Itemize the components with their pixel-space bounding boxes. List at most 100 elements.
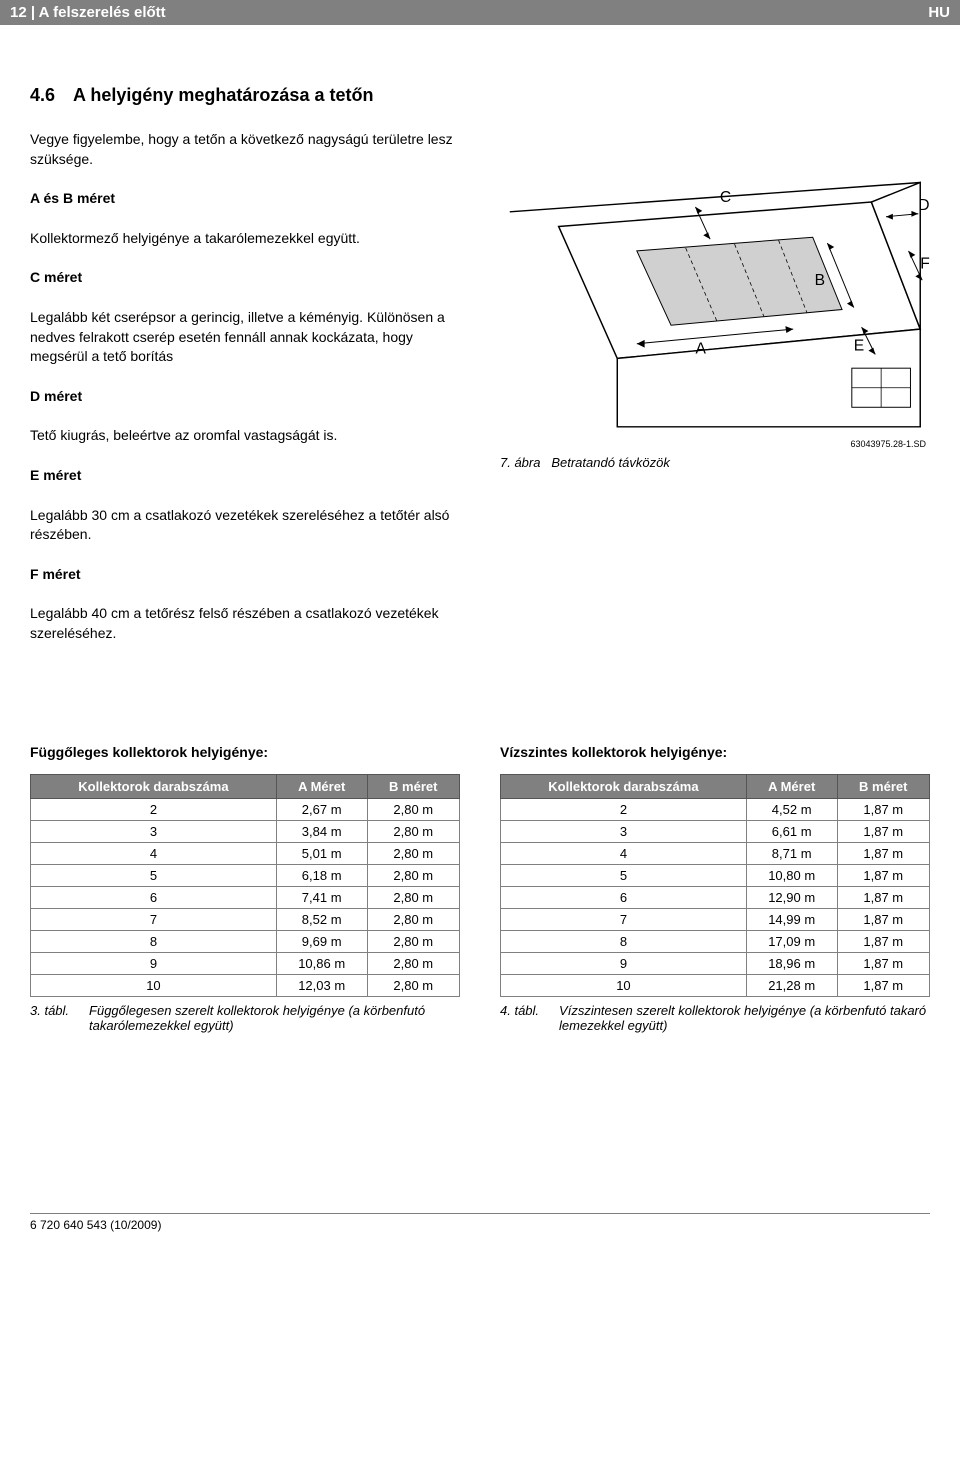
table-cell: 17,09 m xyxy=(746,930,837,952)
ab-text: Kollektormező helyigénye a takarólemezek… xyxy=(30,229,460,249)
figure-caption: 7. ábra Betratandó távközök xyxy=(500,455,930,470)
table-cell: 6,18 m xyxy=(276,864,367,886)
table1-caption-num: 3. tábl. xyxy=(30,1003,69,1033)
table-row: 817,09 m1,87 m xyxy=(501,930,930,952)
table-cell: 8 xyxy=(501,930,747,952)
table-cell: 3 xyxy=(31,820,277,842)
table-cell: 4,52 m xyxy=(746,798,837,820)
table-row: 48,71 m1,87 m xyxy=(501,842,930,864)
label-d: D xyxy=(918,197,929,214)
label-c: C xyxy=(720,189,731,206)
table-row: 24,52 m1,87 m xyxy=(501,798,930,820)
table-cell: 1,87 m xyxy=(837,974,930,996)
table-cell: 1,87 m xyxy=(837,820,930,842)
table-cell: 2,80 m xyxy=(367,952,460,974)
table-cell: 10,80 m xyxy=(746,864,837,886)
table-row: 918,96 m1,87 m xyxy=(501,952,930,974)
table-vertical: Függőleges kollektorok helyigénye: Kolle… xyxy=(30,744,460,1033)
table-cell: 6 xyxy=(31,886,277,908)
d-title: D méret xyxy=(30,387,460,407)
table-cell: 2,80 m xyxy=(367,820,460,842)
f-text: Legalább 40 cm a tetőrész felső részében… xyxy=(30,604,460,643)
label-a: A xyxy=(695,341,706,358)
table-cell: 10,86 m xyxy=(276,952,367,974)
label-b: B xyxy=(815,272,825,289)
table-row: 45,01 m2,80 m xyxy=(31,842,460,864)
table-row: 36,61 m1,87 m xyxy=(501,820,930,842)
table1-col2: A Méret xyxy=(276,774,367,798)
table-cell: 2,80 m xyxy=(367,974,460,996)
table-cell: 2,80 m xyxy=(367,930,460,952)
table-cell: 4 xyxy=(31,842,277,864)
label-f: F xyxy=(920,256,930,273)
table2-col1: Kollektorok darabszáma xyxy=(501,774,747,798)
table-cell: 12,90 m xyxy=(746,886,837,908)
table-cell: 9 xyxy=(501,952,747,974)
table-cell: 9 xyxy=(31,952,277,974)
table-cell: 21,28 m xyxy=(746,974,837,996)
table-cell: 5 xyxy=(501,864,747,886)
table-cell: 4 xyxy=(501,842,747,864)
table-cell: 2,80 m xyxy=(367,886,460,908)
table1-col3: B méret xyxy=(367,774,460,798)
table-row: 612,90 m1,87 m xyxy=(501,886,930,908)
table-cell: 7,41 m xyxy=(276,886,367,908)
table-row: 56,18 m2,80 m xyxy=(31,864,460,886)
c-text: Legalább két cserépsor a gerincig, illet… xyxy=(30,308,460,367)
table-cell: 8,71 m xyxy=(746,842,837,864)
table2-col2: A Méret xyxy=(746,774,837,798)
table-cell: 8,52 m xyxy=(276,908,367,930)
table1-caption: 3. tábl. Függőlegesen szerelt kollektoro… xyxy=(30,1003,460,1033)
c-title: C méret xyxy=(30,268,460,288)
table2-caption: 4. tábl. Vízszintesen szerelt kollektoro… xyxy=(500,1003,930,1033)
table-cell: 2 xyxy=(501,798,747,820)
d-text: Tető kiugrás, beleértve az oromfal vasta… xyxy=(30,426,460,446)
table2-caption-text: Vízszintesen szerelt kollektorok helyigé… xyxy=(559,1003,930,1033)
table-row: 910,86 m2,80 m xyxy=(31,952,460,974)
table-cell: 18,96 m xyxy=(746,952,837,974)
table-cell: 9,69 m xyxy=(276,930,367,952)
table-cell: 10 xyxy=(501,974,747,996)
label-e: E xyxy=(854,338,864,355)
table-cell: 2,80 m xyxy=(367,908,460,930)
table1-caption-text: Függőlegesen szerelt kollektorok helyigé… xyxy=(89,1003,460,1033)
table-cell: 7 xyxy=(31,908,277,930)
table-cell: 6,61 m xyxy=(746,820,837,842)
table-row: 67,41 m2,80 m xyxy=(31,886,460,908)
e-title: E méret xyxy=(30,466,460,486)
table-cell: 1,87 m xyxy=(837,908,930,930)
table-cell: 2,80 m xyxy=(367,842,460,864)
table-cell: 7 xyxy=(501,908,747,930)
table-row: 1012,03 m2,80 m xyxy=(31,974,460,996)
section-title: A helyigény meghatározása a tetőn xyxy=(73,85,373,105)
table-row: 714,99 m1,87 m xyxy=(501,908,930,930)
roof-diagram: C D A B F E xyxy=(500,130,930,450)
table-cell: 6 xyxy=(501,886,747,908)
table-row: 89,69 m2,80 m xyxy=(31,930,460,952)
table-row: 22,67 m2,80 m xyxy=(31,798,460,820)
table-cell: 1,87 m xyxy=(837,864,930,886)
table-cell: 1,87 m xyxy=(837,842,930,864)
table-cell: 5,01 m xyxy=(276,842,367,864)
e-text: Legalább 30 cm a csatlakozó vezetékek sz… xyxy=(30,506,460,545)
table-cell: 3 xyxy=(501,820,747,842)
table-row: 510,80 m1,87 m xyxy=(501,864,930,886)
ab-title: A és B méret xyxy=(30,189,460,209)
intro-text: Vegye figyelembe, hogy a tetőn a követke… xyxy=(30,130,460,169)
table-cell: 14,99 m xyxy=(746,908,837,930)
table-cell: 2,80 m xyxy=(367,798,460,820)
page-header: 12 | A felszerelés előtt HU xyxy=(0,0,960,25)
table-row: 78,52 m2,80 m xyxy=(31,908,460,930)
table-row: 33,84 m2,80 m xyxy=(31,820,460,842)
table1: Kollektorok darabszáma A Méret B méret 2… xyxy=(30,774,460,997)
table-cell: 1,87 m xyxy=(837,930,930,952)
section-heading: 4.6A helyigény meghatározása a tetőn xyxy=(30,85,930,106)
table2-caption-num: 4. tábl. xyxy=(500,1003,539,1033)
figure-caption-text: Betratandó távközök xyxy=(551,455,670,470)
f-title: F méret xyxy=(30,565,460,585)
table-cell: 1,87 m xyxy=(837,952,930,974)
table-cell: 12,03 m xyxy=(276,974,367,996)
table-cell: 5 xyxy=(31,864,277,886)
table-cell: 10 xyxy=(31,974,277,996)
table-cell: 2,67 m xyxy=(276,798,367,820)
